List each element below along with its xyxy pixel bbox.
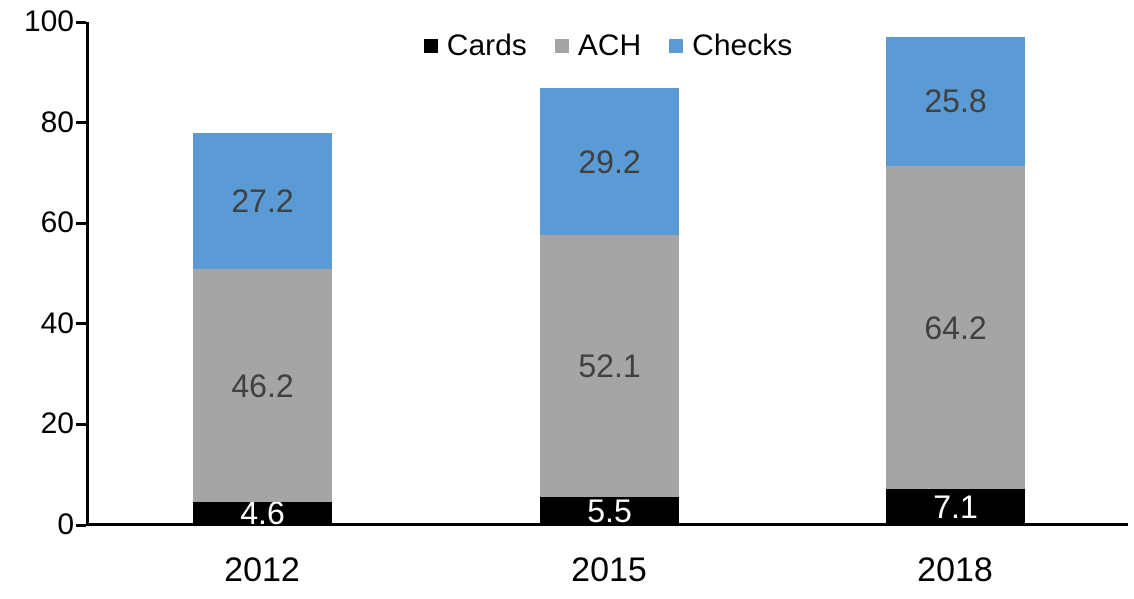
y-axis-tick-label: 60 bbox=[40, 206, 74, 239]
bar-segment-cards-2018: 7.1 bbox=[886, 489, 1025, 525]
y-axis-tick bbox=[76, 21, 86, 24]
y-axis-tick-label: 40 bbox=[40, 307, 74, 340]
legend-swatch-icon bbox=[423, 39, 438, 53]
x-axis-category-label: 2018 bbox=[917, 551, 993, 589]
bar-segment-cards-2015: 5.5 bbox=[540, 493, 679, 530]
bar-segment-checks-2018: 25.8 bbox=[886, 36, 1025, 167]
value-label: 4.6 bbox=[240, 495, 285, 532]
legend-swatch-icon bbox=[554, 39, 569, 53]
legend-label: Cards bbox=[446, 29, 527, 62]
legend-label: ACH bbox=[577, 29, 642, 62]
x-axis-category-label: 2015 bbox=[571, 551, 647, 589]
y-axis-tick bbox=[76, 121, 86, 124]
y-axis-tick bbox=[76, 524, 86, 527]
legend-item-cards: Cards bbox=[423, 29, 527, 63]
value-label: 7.1 bbox=[933, 489, 978, 526]
legend-item-ach: ACH bbox=[554, 29, 642, 63]
value-label: 25.8 bbox=[924, 83, 987, 120]
y-axis-line bbox=[86, 22, 89, 526]
y-axis-tick-label: 100 bbox=[23, 5, 74, 38]
value-label: 5.5 bbox=[587, 493, 632, 530]
bar-segment-cards-2012: 4.6 bbox=[193, 495, 332, 532]
bar-segment-ach-2015: 52.1 bbox=[540, 235, 679, 498]
value-label: 27.2 bbox=[231, 183, 294, 220]
x-axis-category-label: 2012 bbox=[224, 551, 300, 589]
bar-segment-checks-2015: 29.2 bbox=[540, 88, 679, 236]
bar-segment-ach-2018: 64.2 bbox=[886, 166, 1025, 490]
value-label: 52.1 bbox=[578, 348, 641, 385]
y-axis-tick-label: 0 bbox=[57, 508, 74, 541]
y-axis-tick-label: 80 bbox=[40, 106, 74, 139]
legend-swatch-icon bbox=[669, 39, 684, 53]
value-label: 29.2 bbox=[578, 143, 641, 180]
value-label: 46.2 bbox=[231, 367, 294, 404]
y-axis-tick bbox=[76, 322, 86, 325]
y-axis-tick-label: 20 bbox=[40, 407, 74, 440]
value-label: 64.2 bbox=[924, 309, 987, 346]
legend-item-checks: Checks bbox=[669, 29, 792, 63]
bar-segment-ach-2012: 46.2 bbox=[193, 269, 332, 502]
bar-segment-checks-2012: 27.2 bbox=[193, 132, 332, 270]
legend: Cards ACH Checks bbox=[88, 28, 1128, 64]
y-axis-tick bbox=[76, 423, 86, 426]
legend-label: Checks bbox=[692, 29, 793, 62]
y-axis-tick bbox=[76, 222, 86, 225]
